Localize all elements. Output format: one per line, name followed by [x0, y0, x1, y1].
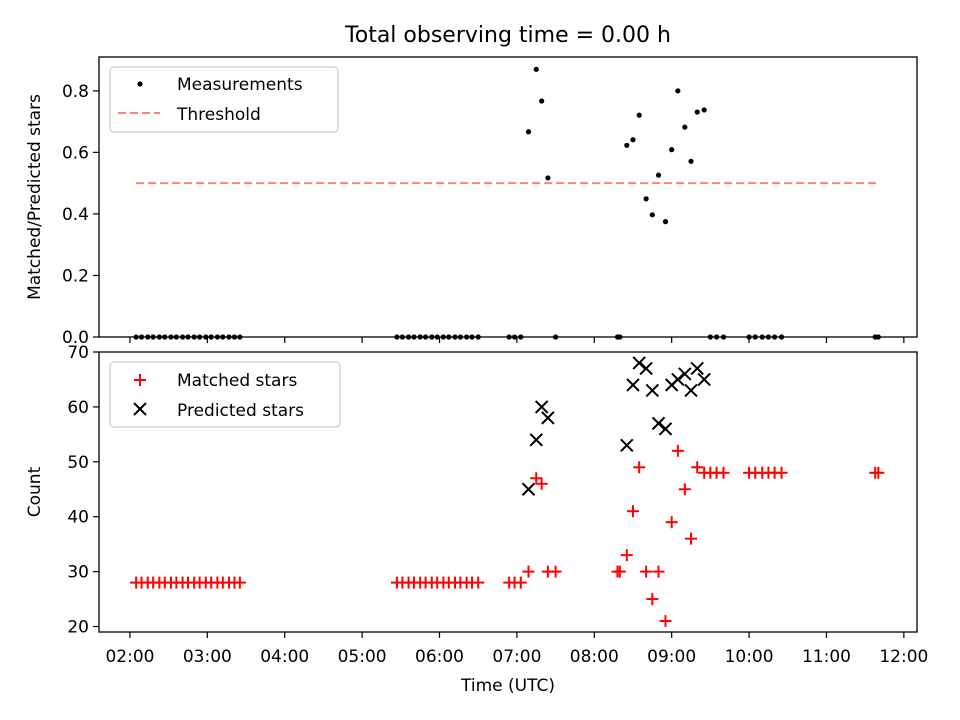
measurement-point [525, 129, 532, 135]
matched-star-point [514, 576, 527, 589]
matched-star-point [671, 444, 684, 457]
top-y-axis-label: Matched/Predicted stars [25, 94, 45, 300]
predicted-star-point [620, 438, 634, 453]
predicted-star-point [658, 422, 673, 436]
x-tick-label: 04:00 [260, 647, 309, 667]
legend-measurements-label: Measurements [177, 75, 303, 95]
bottom-y-tick-label: 50 [67, 453, 89, 473]
top-y-tick-label: 0.6 [62, 143, 89, 163]
predicted-star-point [671, 372, 685, 387]
matched-star-point [691, 461, 704, 474]
legend-matched-marker [134, 374, 146, 386]
bottom-panel: 20 30 40 50 60 70 02:00 03:00 04:00 05:00 06:00 07… [25, 343, 928, 696]
x-tick-label: 12:00 [879, 647, 928, 667]
bottom-y-tick-label: 40 [67, 508, 89, 528]
matched-star-point [646, 593, 659, 606]
x-axis-label: Time (UTC) [460, 676, 555, 696]
top-panel: 0.00.20.40.60.8 Matched/Predicted stars … [25, 56, 918, 348]
matched-star-point [633, 461, 646, 474]
measurement-point [545, 175, 551, 181]
predicted-star-point [678, 367, 692, 381]
matched-star-point [535, 477, 548, 490]
legend-threshold-label: Threshold [176, 105, 261, 125]
matched-star-point [775, 466, 788, 479]
x-tick-label: 02:00 [105, 647, 154, 667]
top-y-tick-label: 0.4 [62, 205, 89, 225]
predicted-star-point [690, 361, 704, 376]
matched-star-point [626, 505, 639, 518]
x-tick-label: 11:00 [802, 647, 851, 667]
top-y-tick-label: 0.8 [62, 82, 89, 102]
predicted-star-point [639, 361, 653, 376]
measurement-point [533, 66, 539, 72]
x-tick-label: 06:00 [415, 647, 464, 667]
matched-star-point [652, 565, 665, 578]
predicted-star-point [529, 433, 543, 447]
measurement-point [669, 147, 675, 153]
measurement-point [630, 137, 636, 143]
legend-matched-label: Matched stars [177, 371, 297, 391]
bottom-legend: Matched stars Predicted stars [109, 361, 341, 428]
measurement-point [662, 219, 669, 225]
predicted-star-point [632, 356, 646, 370]
predicted-star-point [697, 372, 711, 387]
measurement-point [539, 98, 545, 104]
measurement-point [682, 124, 688, 130]
matched-star-point [620, 549, 633, 562]
predicted-star-point [534, 400, 549, 414]
measurement-point [688, 158, 694, 164]
matched-star-point [522, 565, 535, 578]
measurement-point [624, 142, 630, 148]
matched-star-point [685, 532, 698, 545]
measurement-point [694, 109, 700, 115]
legend-predicted-label: Predicted stars [177, 401, 304, 421]
matched-star-point [678, 483, 691, 496]
bottom-y-tick-label: 70 [67, 343, 89, 363]
predicted-star-point [521, 482, 536, 496]
chart-title: Total observing time = 0.00 h [344, 23, 671, 48]
matched-star-point [872, 466, 885, 479]
matched-star-point [530, 472, 543, 485]
bottom-y-tick-label: 20 [67, 618, 89, 638]
matched-star-point [640, 565, 653, 578]
bottom-y-tick-label: 30 [67, 563, 89, 583]
predicted-star-point [684, 383, 698, 398]
legend-predicted-marker [133, 402, 147, 416]
matched-star-point [233, 576, 246, 589]
top-y-tick-label: 0.2 [62, 266, 89, 286]
measurement-point [701, 107, 707, 113]
measurement-point [643, 196, 649, 202]
measurement-point [649, 212, 655, 218]
matched-star-point [613, 565, 626, 578]
predicted-star-point [626, 378, 640, 392]
matched-star-point [472, 576, 485, 589]
bottom-y-axis-label: Count [25, 466, 45, 517]
measurement-point [675, 88, 681, 94]
matched-star-point [665, 516, 678, 529]
legend-measurements-marker [137, 81, 143, 87]
x-tick-label: 03:00 [183, 647, 232, 667]
matched-star-point [549, 565, 562, 578]
x-tick-label: 09:00 [647, 647, 696, 667]
matched-star-point [717, 466, 730, 479]
x-tick-label: 10:00 [725, 647, 774, 667]
x-tick-label: 07:00 [492, 647, 541, 667]
top-axes-frame [98, 56, 918, 338]
bottom-y-tick-label: 60 [67, 398, 89, 418]
measurement-point [655, 172, 662, 178]
measurement-point [636, 112, 642, 118]
top-legend: Measurements Threshold [109, 66, 339, 133]
x-tick-label: 08:00 [570, 647, 619, 667]
bottom-legend-box [109, 361, 341, 428]
top-y-tick-label: 0.0 [62, 328, 89, 348]
predicted-star-point [645, 383, 660, 398]
x-tick-label: 05:00 [338, 647, 387, 667]
predicted-star-point [541, 411, 555, 425]
predicted-star-point [651, 416, 666, 431]
top-legend-box [109, 66, 339, 133]
bottom-axes-frame [98, 351, 918, 633]
matched-star-point [659, 615, 672, 628]
